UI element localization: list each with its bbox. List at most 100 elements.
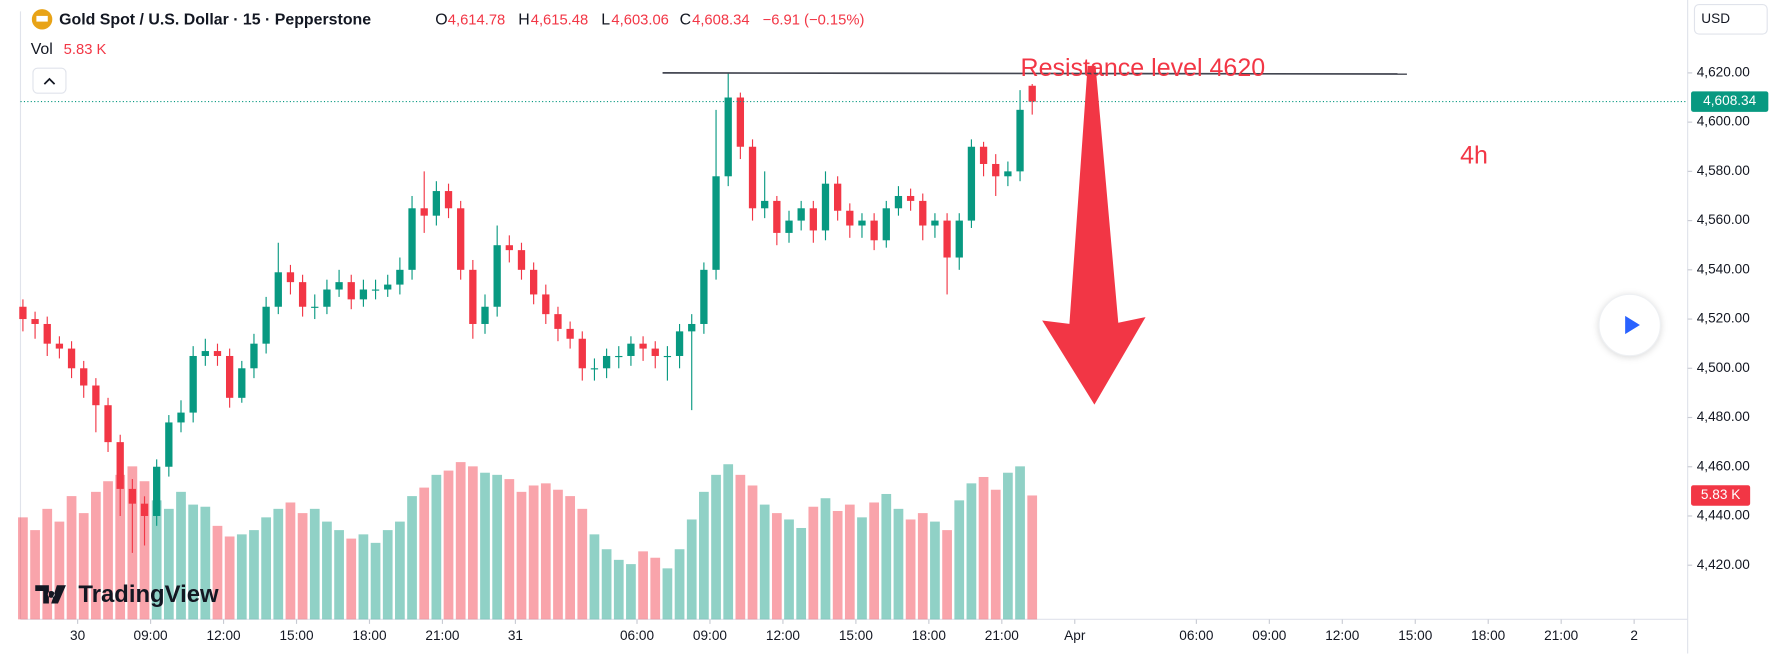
volume-bar xyxy=(662,568,673,620)
x-tick-label: Apr xyxy=(1064,628,1086,643)
volume-bar xyxy=(285,502,296,620)
x-tick-label: 15:00 xyxy=(1398,628,1433,643)
volume-bar xyxy=(1003,472,1013,620)
candle-body xyxy=(140,503,149,516)
volume-bar xyxy=(309,508,320,620)
candle-body xyxy=(542,294,550,315)
volume-bar xyxy=(358,534,369,620)
candle-body xyxy=(955,220,963,258)
volume-bar xyxy=(30,530,40,620)
y-tick-label: 4,600.00 xyxy=(1697,114,1750,129)
y-tick-label: 4,460.00 xyxy=(1697,458,1750,473)
y-tick-label: 4,420.00 xyxy=(1697,557,1750,572)
candle-body xyxy=(55,343,64,349)
down-arrow xyxy=(1042,65,1146,405)
volume-bar xyxy=(480,472,490,620)
candle-body xyxy=(931,220,939,226)
x-tick-label: 09:00 xyxy=(1252,628,1287,643)
candle-body xyxy=(238,368,246,398)
last-price-label: 4,608.34 xyxy=(1703,93,1756,108)
open-value: 4,614.78 xyxy=(448,12,505,28)
volume-bar xyxy=(759,504,770,620)
play-icon xyxy=(1625,315,1640,335)
candle-body xyxy=(505,245,513,251)
x-tick-label: 18:00 xyxy=(352,628,387,643)
volume-bar xyxy=(686,519,697,620)
candle-body xyxy=(1016,109,1024,172)
candle-body xyxy=(724,97,732,177)
play-button[interactable] xyxy=(1598,293,1661,357)
volume-bar xyxy=(893,508,904,620)
timeframe-note: 4h xyxy=(1460,141,1488,169)
y-tick-label: 4,560.00 xyxy=(1697,212,1750,227)
x-tick-label: 2 xyxy=(1630,628,1638,643)
candle-body xyxy=(529,269,538,295)
volume-bar xyxy=(188,504,199,620)
candle-body xyxy=(469,269,477,324)
candle-body xyxy=(371,289,380,291)
y-tick-label: 4,480.00 xyxy=(1697,409,1750,424)
resistance-label: Resistance level 4620 xyxy=(1021,54,1266,82)
x-tick-label: 18:00 xyxy=(912,628,947,643)
candle-body xyxy=(274,272,282,307)
volume-bar xyxy=(699,491,709,620)
volume-bar xyxy=(66,496,77,620)
candle-body xyxy=(834,183,842,211)
x-tick-label: 15:00 xyxy=(279,628,314,643)
currency-button[interactable]: USD xyxy=(1693,3,1768,35)
volume-bar xyxy=(382,530,393,620)
candle-body xyxy=(748,146,757,209)
candle-body xyxy=(870,220,878,241)
currency-box[interactable] xyxy=(1693,3,1768,35)
volume-bar xyxy=(18,517,28,620)
volume-bar xyxy=(273,508,284,620)
x-tick-label: 18:00 xyxy=(1471,628,1506,643)
candle-body xyxy=(700,269,708,324)
volume-bar xyxy=(844,504,855,620)
volume-bar xyxy=(516,491,527,620)
volume-bar xyxy=(115,474,126,620)
x-tick-label: 06:00 xyxy=(1179,628,1214,643)
y-tick-label: 4,540.00 xyxy=(1697,261,1750,276)
candle-body xyxy=(906,195,915,201)
volume-bar xyxy=(431,474,442,620)
candle-body xyxy=(396,269,404,285)
candle-body xyxy=(1028,85,1036,102)
candle-body xyxy=(761,200,769,209)
volume-pane xyxy=(18,462,1038,620)
candle-body xyxy=(128,488,137,504)
volume-bar xyxy=(1027,495,1038,620)
y-tick-label: 4,620.00 xyxy=(1697,64,1750,79)
candle-body xyxy=(359,289,368,300)
volume-bar xyxy=(978,476,989,620)
candle-body xyxy=(19,306,27,320)
candle-body xyxy=(919,200,927,226)
high-value: 4,615.48 xyxy=(531,12,588,28)
candle-body xyxy=(809,208,817,231)
collapse-button[interactable] xyxy=(32,67,67,94)
collapse-button-box[interactable] xyxy=(32,67,67,94)
volume-bar xyxy=(626,564,636,620)
candle-body xyxy=(92,385,100,406)
volume-bar xyxy=(966,483,977,620)
volume-bar xyxy=(674,549,685,620)
volume-bar xyxy=(540,483,551,620)
candle-body xyxy=(432,191,441,216)
brand-name: TradingView xyxy=(78,581,219,608)
candle-body xyxy=(602,355,611,369)
candle-body xyxy=(444,191,453,209)
candle-body xyxy=(481,306,489,324)
candle-body xyxy=(992,163,1000,177)
volume-bar xyxy=(103,481,113,620)
volume-bar xyxy=(857,517,867,620)
candle-body xyxy=(201,351,209,356)
volume-bar xyxy=(455,462,466,620)
volume-bar xyxy=(942,530,952,620)
volume-bar xyxy=(200,506,211,620)
volume-bar xyxy=(723,464,734,620)
candles xyxy=(19,72,1036,553)
volume-bar xyxy=(322,521,332,620)
candle-body xyxy=(43,323,51,344)
